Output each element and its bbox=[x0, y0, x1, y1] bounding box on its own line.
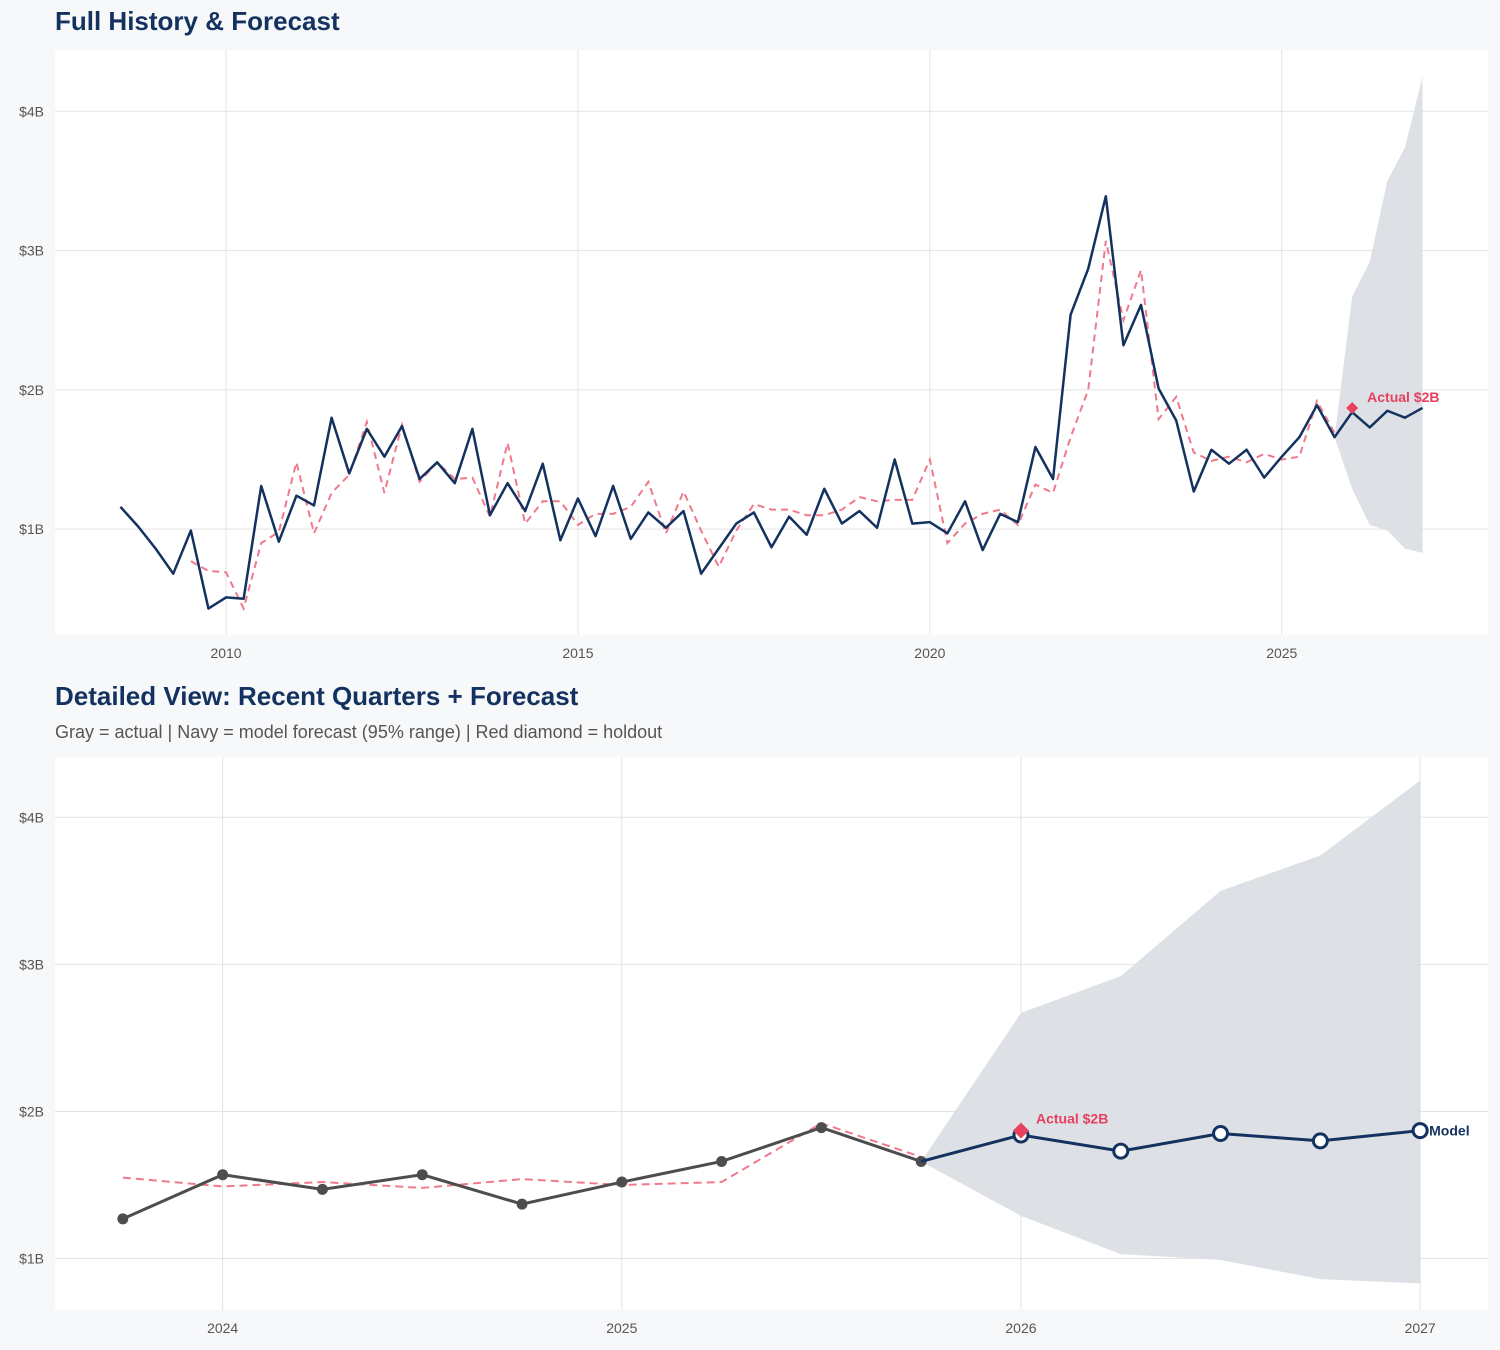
bottom-chart-title: Detailed View: Recent Quarters + Forecas… bbox=[55, 681, 579, 711]
bottom-actual-point bbox=[516, 1198, 528, 1210]
bottom-x-tick-label: 2027 bbox=[1405, 1320, 1436, 1336]
top-x-tick-label: 2020 bbox=[914, 645, 945, 661]
bottom-y-tick-label: $1B bbox=[19, 1251, 44, 1267]
top-fitted-line bbox=[190, 240, 1336, 612]
bottom-forecast-point bbox=[1212, 1125, 1230, 1143]
top-x-tick-label: 2015 bbox=[562, 645, 593, 661]
bottom-forecast-point bbox=[1112, 1142, 1130, 1160]
top-y-tick-label: $3B bbox=[19, 243, 44, 259]
bottom-forecast-point bbox=[1311, 1132, 1329, 1150]
bottom-actual-point bbox=[716, 1155, 728, 1167]
bottom-chart-subtitle: Gray = actual | Navy = model forecast (9… bbox=[55, 722, 663, 742]
bottom-holdout-diamond bbox=[1012, 1122, 1029, 1139]
top-holdout-label: Actual $2B bbox=[1367, 389, 1439, 405]
bottom-actual-point bbox=[117, 1213, 129, 1225]
bottom-holdout-label: Actual $2B bbox=[1036, 1111, 1108, 1127]
bottom-x-tick-label: 2026 bbox=[1005, 1320, 1036, 1336]
bottom-actual-point bbox=[815, 1122, 827, 1134]
bottom-fitted-line bbox=[122, 1122, 922, 1189]
top-y-tick-label: $1B bbox=[19, 521, 44, 537]
bottom-model-label: Model bbox=[1429, 1123, 1469, 1139]
bottom-y-tick-label: $4B bbox=[19, 809, 44, 825]
top-x-tick-label: 2025 bbox=[1266, 645, 1297, 661]
bottom-actual-point bbox=[416, 1169, 428, 1181]
top-forecast-band bbox=[1334, 76, 1423, 553]
bottom-x-tick-label: 2024 bbox=[207, 1320, 238, 1336]
top-plot-area bbox=[55, 50, 1488, 635]
top-holdout-diamond bbox=[1346, 401, 1359, 414]
top-y-tick-label: $2B bbox=[19, 382, 44, 398]
bottom-y-tick-label: $3B bbox=[19, 956, 44, 972]
top-actual-forecast-line bbox=[119, 195, 1424, 610]
bottom-actual-point bbox=[616, 1176, 628, 1188]
top-y-tick-label: $4B bbox=[19, 103, 44, 119]
bottom-x-tick-label: 2025 bbox=[606, 1320, 637, 1336]
bottom-forecast-line bbox=[920, 1129, 1421, 1163]
top-chart-title: Full History & Forecast bbox=[55, 6, 340, 36]
bottom-y-tick-label: $2B bbox=[19, 1103, 44, 1119]
bottom-forecast-band bbox=[921, 780, 1421, 1284]
top-x-tick-label: 2010 bbox=[210, 645, 241, 661]
bottom-forecast-point bbox=[1411, 1122, 1429, 1140]
bottom-actual-point bbox=[217, 1169, 229, 1181]
bottom-actual-point bbox=[316, 1183, 328, 1195]
